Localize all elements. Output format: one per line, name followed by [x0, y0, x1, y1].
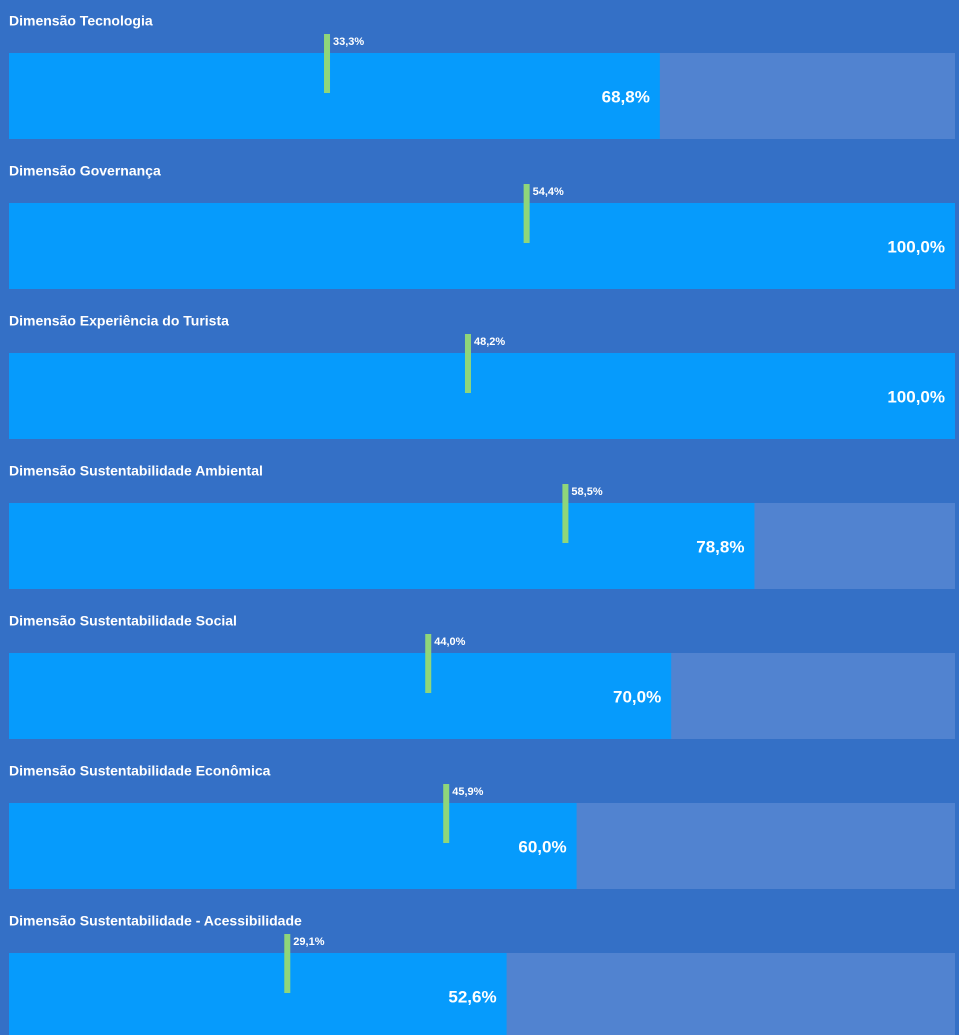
panel-title: Dimensão Tecnologia: [9, 13, 153, 29]
bar: [9, 203, 955, 289]
value-label: 70,0%: [613, 687, 661, 706]
target-marker: [425, 634, 432, 693]
target-label: 44,0%: [434, 636, 465, 648]
bar: [9, 653, 672, 739]
panel-title: Dimensão Sustentabilidade Econômica: [9, 763, 271, 779]
panel-title: Dimensão Sustentabilidade - Acessibilida…: [9, 913, 302, 929]
target-marker: [464, 334, 471, 393]
target-label: 33,3%: [333, 36, 364, 48]
bar: [9, 503, 755, 589]
bar: [9, 953, 507, 1035]
bar: [9, 353, 955, 439]
panel-title: Dimensão Experiência do Turista: [9, 313, 229, 329]
target-marker: [284, 934, 291, 993]
target-label: 48,2%: [474, 336, 505, 348]
target-label: 54,4%: [533, 186, 564, 198]
panel-title: Dimensão Sustentabilidade Social: [9, 613, 237, 629]
bar: [9, 803, 577, 889]
target-marker: [562, 484, 569, 543]
target-marker: [523, 184, 530, 243]
target-marker: [443, 784, 450, 843]
panel-title: Dimensão Governança: [9, 163, 161, 179]
value-label: 68,8%: [602, 87, 650, 106]
value-label: 100,0%: [887, 237, 945, 256]
target-label: 45,9%: [452, 786, 483, 798]
target-marker: [324, 34, 331, 93]
value-label: 52,6%: [448, 987, 496, 1006]
panel-title: Dimensão Sustentabilidade Ambiental: [9, 463, 263, 479]
value-label: 78,8%: [696, 537, 744, 556]
bar: [9, 53, 660, 139]
target-label: 58,5%: [571, 486, 602, 498]
target-label: 29,1%: [293, 936, 324, 948]
value-label: 100,0%: [887, 387, 945, 406]
value-label: 60,0%: [518, 837, 566, 856]
